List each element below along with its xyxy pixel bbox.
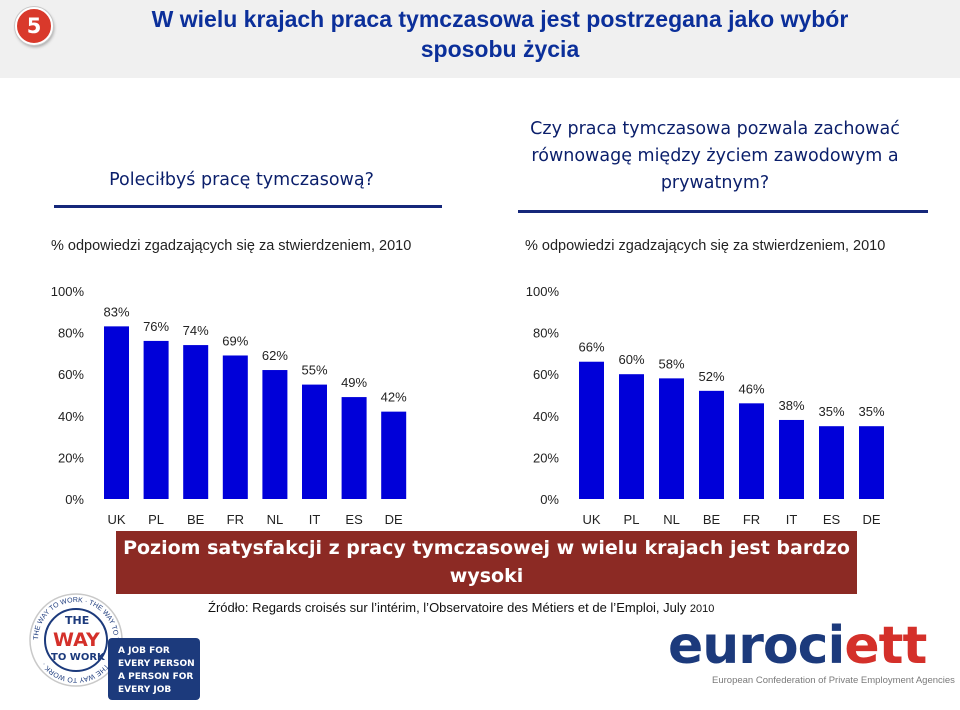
summary-banner: Poziom satysfakcji z pracy tymczasowej w… xyxy=(116,531,857,594)
y-tick-label: 60% xyxy=(58,367,84,382)
badge-slogan-line1: A JOB FOR xyxy=(118,646,170,656)
bar xyxy=(739,403,764,499)
badge-slogan-line3: A PERSON FOR xyxy=(118,672,193,682)
y-tick-label: 60% xyxy=(533,367,559,382)
y-tick-label: 0% xyxy=(65,492,84,507)
eurociett-tagline: European Confederation of Private Employ… xyxy=(712,675,955,686)
bar xyxy=(104,326,129,499)
y-tick-label: 100% xyxy=(526,284,560,299)
x-tick-label: NL xyxy=(267,512,284,527)
data-label: 74% xyxy=(183,323,209,338)
data-label: 35% xyxy=(858,404,884,419)
bar xyxy=(619,374,644,499)
x-tick-label: BE xyxy=(187,512,205,527)
bar xyxy=(302,384,327,499)
chart-right-title-underline xyxy=(518,210,928,213)
chart-left: 0% 20% 40% 60% 80% 100% 83% UK 76% PL 74% BE 69% FR 62… xyxy=(51,284,407,527)
data-label: 60% xyxy=(618,352,644,367)
x-tick-label: UK xyxy=(582,512,600,527)
source-year: 2010 xyxy=(689,603,715,615)
x-tick-label: IT xyxy=(309,512,321,527)
data-label: 58% xyxy=(658,356,684,371)
bar xyxy=(341,397,367,499)
x-tick-label: IT xyxy=(786,512,798,527)
chart-right: 0% 20% 40% 60% 80% 100% 66% UK 60% PL 58% NL 52% BE 46… xyxy=(526,284,885,527)
chart-right-title: Czy praca tymczasowa pozwala zachować ró… xyxy=(530,119,900,193)
chart-right-subtitle: % odpowiedzi zgadzających się za stwierd… xyxy=(525,238,886,254)
badge-slogan-line4: EVERY JOB xyxy=(118,685,171,695)
slide-number-badge: 5 xyxy=(15,7,53,45)
data-label: 46% xyxy=(738,381,764,396)
badge-center-line2: WAY xyxy=(53,629,100,651)
data-label: 42% xyxy=(381,390,407,405)
eurociett-logo: eurociett xyxy=(668,616,927,676)
y-tick-label: 20% xyxy=(58,450,84,465)
title-bar xyxy=(0,0,960,78)
x-tick-label: FR xyxy=(227,512,244,527)
x-tick-label: PL xyxy=(148,512,164,527)
chart-left-title-underline xyxy=(54,205,442,208)
data-label: 49% xyxy=(341,375,367,390)
y-tick-label: 80% xyxy=(533,326,559,341)
x-tick-label: ES xyxy=(823,512,841,527)
badge-center-line1: THE xyxy=(65,614,89,627)
x-tick-label: BE xyxy=(703,512,721,527)
y-tick-label: 100% xyxy=(51,284,85,299)
x-tick-label: UK xyxy=(107,512,125,527)
data-label: 35% xyxy=(818,404,844,419)
data-label: 52% xyxy=(698,369,724,384)
bar xyxy=(262,370,288,499)
source-text: Źródło: Regards croisés sur l’intérim, l… xyxy=(208,600,687,615)
bar xyxy=(819,426,844,499)
data-label: 66% xyxy=(578,340,604,355)
y-tick-label: 20% xyxy=(533,450,559,465)
y-tick-label: 0% xyxy=(540,492,559,507)
eurociett-logo-part2: ett xyxy=(844,616,927,676)
badge-slogan-line2: EVERY PERSON xyxy=(118,659,195,669)
badge-inner-circle xyxy=(44,608,108,672)
bar xyxy=(183,345,209,499)
data-label: 38% xyxy=(778,398,804,413)
eurociett-logo-part1: euroci xyxy=(668,616,845,676)
data-label: 83% xyxy=(103,304,129,319)
badge-slogan-box xyxy=(108,638,200,700)
bar xyxy=(779,419,804,499)
y-tick-label: 80% xyxy=(58,326,84,341)
bar xyxy=(699,390,724,499)
data-label: 76% xyxy=(143,319,169,334)
source-note: Źródło: Regards croisés sur l’intérim, l… xyxy=(208,600,714,615)
bar xyxy=(222,355,248,499)
y-tick-label: 40% xyxy=(58,409,84,424)
data-label: 69% xyxy=(222,333,248,348)
x-tick-label: PL xyxy=(624,512,640,527)
bar xyxy=(143,340,169,499)
data-label: 62% xyxy=(262,348,288,363)
x-tick-label: FR xyxy=(743,512,760,527)
x-tick-label: DE xyxy=(385,512,403,527)
y-tick-label: 40% xyxy=(533,409,559,424)
x-tick-label: ES xyxy=(345,512,363,527)
bar xyxy=(859,426,884,499)
badge-center-line3: TO WORK xyxy=(51,652,106,663)
bar xyxy=(381,411,407,499)
bar xyxy=(579,361,604,499)
x-tick-label: DE xyxy=(862,512,880,527)
chart-left-title: Poleciłbyś pracę tymczasową? xyxy=(109,170,374,190)
data-label: 55% xyxy=(301,363,327,378)
chart-left-subtitle: % odpowiedzi zgadzających się za stwierd… xyxy=(51,238,412,254)
bar xyxy=(659,378,684,499)
x-tick-label: NL xyxy=(663,512,680,527)
the-way-to-work-logo: THE WAY TO WORK · THE WAY TO WORK · THE … xyxy=(29,593,200,700)
page-title: W wielu krajach praca tymczasowa jest po… xyxy=(151,6,849,62)
